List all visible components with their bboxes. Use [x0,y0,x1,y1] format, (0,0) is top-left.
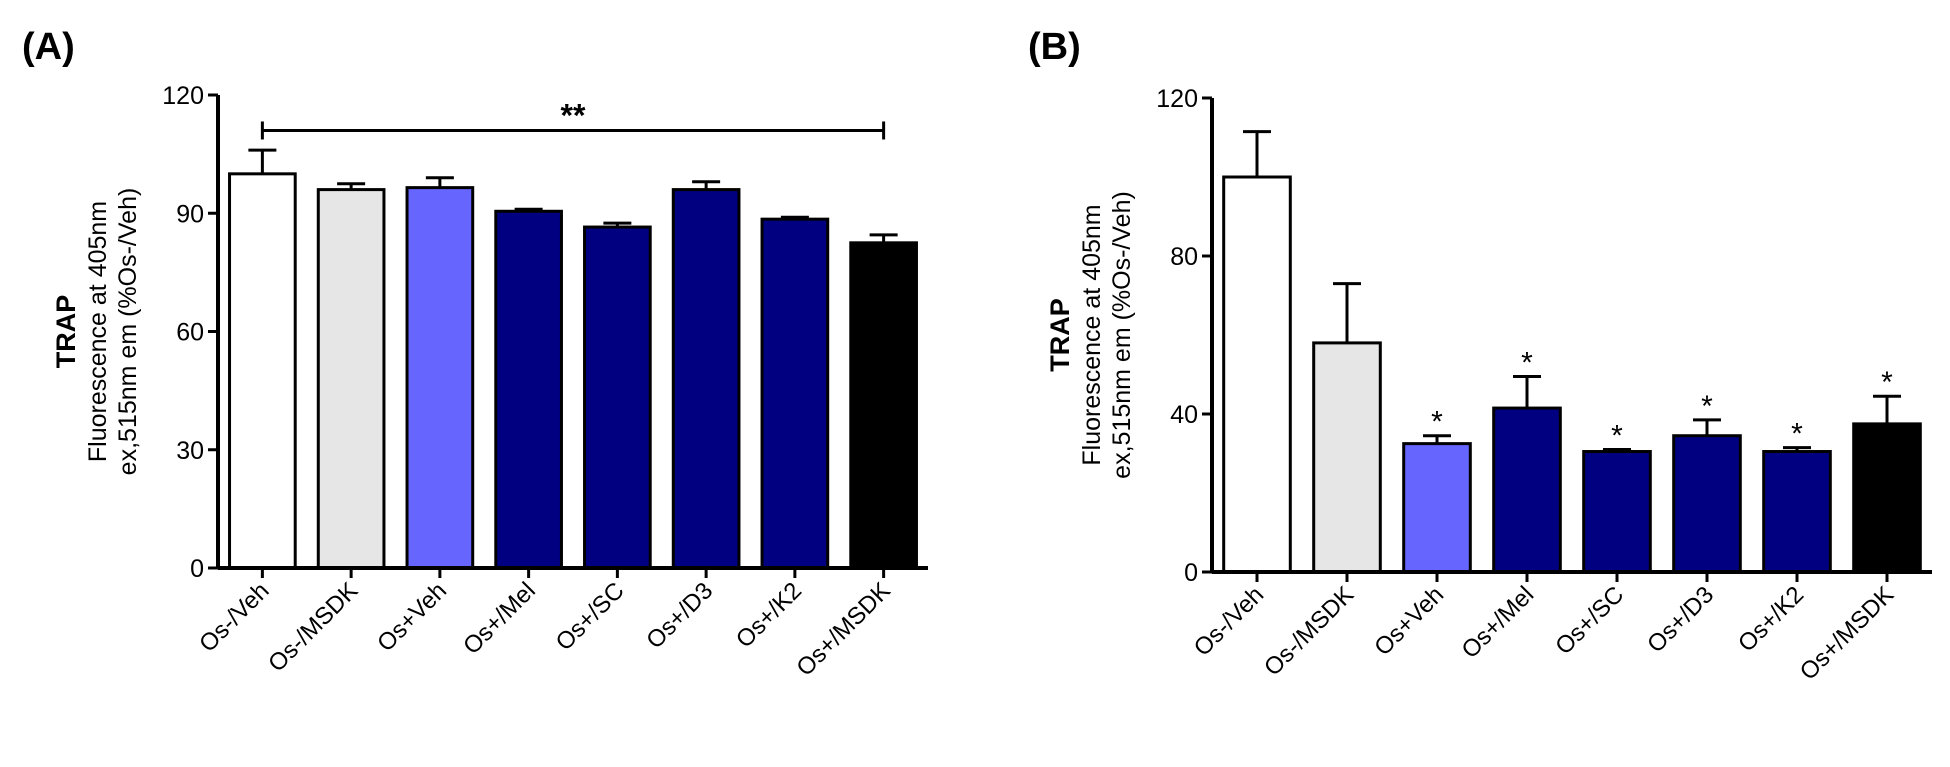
y-axis-title-bold: TRAP [51,295,81,369]
x-tick-label: Os+/K2 [731,577,807,653]
significance-star: * [1431,406,1443,439]
bar [1762,450,1832,574]
panel-label: (B) [1028,26,1081,68]
x-tick-label: Os+/D3 [1642,581,1719,658]
y-axis-title-line1: Fluorescence at 405nm [1078,204,1106,465]
y-tick-label: 120 [1156,85,1198,113]
y-tick-label: 60 [176,319,204,347]
y-tick-label: 90 [176,200,204,228]
x-tick-label: Os+Veh [372,577,452,657]
y-tick-label: 30 [176,437,204,465]
significance-star: * [1611,420,1623,453]
panel-label: (A) [22,26,75,68]
bar [1492,406,1562,574]
x-tick-label: Os+/D3 [641,577,718,654]
y-axis-title: TRAP Fluorescence at 405nmex,515nm em (%O… [51,188,142,476]
y-axis-title-line2: ex,515nm em (%Os-/Veh) [1108,191,1136,479]
x-tick-label: Os-/Veh [1189,581,1269,661]
y-axis-title-line1: Fluorescence at 405nm [84,201,112,462]
bar-chart-a: TRAP Fluorescence at 405nmex,515nm em (%O… [51,82,928,682]
x-tick-label: Os+/Mel [458,577,541,660]
y-axis-title-line2: ex,515nm em (%Os-/Veh) [114,188,142,476]
x-tick-label: Os-/MSDK [1259,581,1359,681]
bar [405,186,475,570]
x-tick-label: Os+/SC [1550,581,1629,660]
bar [228,172,297,570]
x-tick-label: Os+/Mel [1456,581,1539,664]
bar [1852,422,1922,574]
bar [494,209,563,570]
panel-b: (B) TRAP Fluorescence at 405nmex,515nm em… [1020,0,1950,762]
bar [671,188,741,570]
x-tick-label: Os+Veh [1369,581,1449,661]
y-tick-label: 0 [1184,559,1198,587]
bar [1312,341,1382,574]
bar [1582,450,1652,574]
significance-star: * [1521,346,1533,379]
y-tick-label: 80 [1170,243,1198,271]
y-tick-label: 120 [162,82,204,110]
x-tick-label: Os+/MSDK [791,577,895,681]
significance-star: * [1881,366,1893,399]
bar [1222,175,1292,574]
y-axis-title: TRAP Fluorescence at 405nmex,515nm em (%O… [1045,191,1136,479]
significance-star: * [1701,390,1713,423]
panel-a: (A) TRAP Fluorescence at 405nmex,515nm em… [0,0,975,762]
x-tick-label: Os-/MSDK [263,577,363,677]
x-tick-label: Os+/MSDK [1795,581,1899,685]
significance-label: ** [561,97,586,133]
bar-chart-b: TRAP Fluorescence at 405nmex,515nm em (%O… [1045,85,1932,686]
bar [1402,442,1472,574]
bar [849,241,918,570]
bar [316,188,386,570]
bar [1672,434,1742,574]
y-tick-label: 40 [1170,401,1198,429]
y-tick-label: 0 [190,555,204,583]
y-axis-title-bold: TRAP [1045,298,1075,372]
significance-star: * [1791,418,1803,451]
x-tick-label: Os-/Veh [194,577,274,657]
x-tick-label: Os+/SC [551,577,630,656]
bar [583,225,652,570]
x-tick-label: Os+/K2 [1733,581,1809,657]
bar [760,217,830,570]
